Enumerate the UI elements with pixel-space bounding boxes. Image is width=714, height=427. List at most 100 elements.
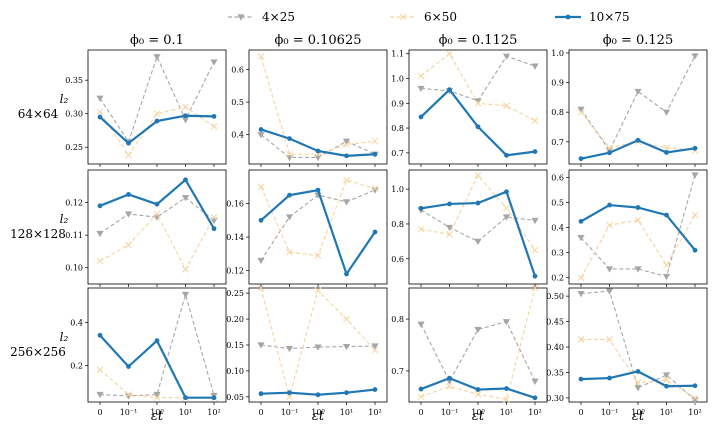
y-tick-label: 1.0 bbox=[391, 185, 404, 194]
series-1-point-2 bbox=[474, 390, 482, 398]
series-2-point-4 bbox=[532, 395, 538, 401]
panel-frame bbox=[568, 169, 708, 285]
y-tick-label: 0.10 bbox=[65, 264, 83, 273]
row-grid-label-1: 128×128 bbox=[10, 227, 66, 241]
y-tick-label: 0.2 bbox=[551, 274, 564, 283]
y-tick-label: 0.8 bbox=[551, 108, 564, 117]
series-1-point-4 bbox=[531, 284, 539, 292]
series-1-point-4 bbox=[691, 394, 699, 402]
y-tick-label: 0.35 bbox=[546, 368, 564, 377]
column-title-0: ϕ₀ = 0.1 bbox=[130, 33, 184, 48]
y-tick-label: 0.35 bbox=[65, 76, 83, 85]
y-tick-label: 0.4 bbox=[551, 224, 564, 233]
series-2-point-4 bbox=[692, 247, 698, 253]
series-2-point-4 bbox=[532, 149, 538, 155]
series-0-point-3 bbox=[502, 214, 511, 221]
panel-r2-c2: 0.7 0.8 0 10⁻¹ 10⁰ 10¹ 10² bbox=[391, 284, 548, 417]
series-1-point-3 bbox=[343, 141, 350, 148]
series-0-point-0 bbox=[257, 132, 265, 139]
series-0-point-4 bbox=[531, 63, 539, 70]
series-1-point-3 bbox=[663, 144, 670, 152]
series-2-point-2 bbox=[154, 338, 160, 344]
series-0-point-3 bbox=[181, 291, 190, 299]
series-0-point-2 bbox=[314, 344, 322, 351]
x-tick-label: 10⁰ bbox=[150, 408, 163, 417]
series-1-point-2 bbox=[153, 210, 161, 218]
series-0-point-0 bbox=[577, 106, 585, 113]
legend-label-2: 10×75 bbox=[589, 10, 630, 24]
series-2-point-1 bbox=[447, 375, 452, 381]
series-1-point-1 bbox=[446, 383, 453, 390]
x-tick-label: 10¹ bbox=[500, 408, 513, 417]
series-0-point-4 bbox=[691, 172, 699, 179]
series-0-point-2 bbox=[474, 238, 482, 245]
series-0-point-3 bbox=[342, 343, 351, 351]
series-1-point-3 bbox=[663, 376, 670, 384]
y-tick-label: 0.5 bbox=[231, 98, 244, 107]
series-1-point-1 bbox=[125, 151, 132, 159]
panel-r1-c0: 0.10 0.11 0.12 bbox=[65, 169, 227, 287]
series-1-point-1 bbox=[606, 144, 613, 152]
series-2-point-0 bbox=[258, 217, 264, 223]
series-2-point-4 bbox=[211, 113, 217, 119]
panel-r0-c1: 0.4 0.5 0.6 bbox=[231, 49, 388, 167]
y-tick-label: 0.7 bbox=[391, 367, 404, 376]
y-tick-label: 0.16 bbox=[226, 200, 244, 209]
column-title-3: ϕ₀ = 0.125 bbox=[603, 33, 673, 48]
panel-r0-c3: 0.7 0.8 0.9 1.0 bbox=[551, 49, 708, 167]
y-tick-label: 0.05 bbox=[226, 393, 244, 402]
series-1-point-0 bbox=[96, 108, 104, 116]
series-2-point-2 bbox=[475, 124, 481, 130]
series-line-0 bbox=[580, 174, 696, 278]
series-2-point-1 bbox=[126, 192, 131, 197]
series-2-point-3 bbox=[344, 390, 349, 396]
x-axis-label-2: εt bbox=[472, 409, 485, 424]
series-0-point-4 bbox=[691, 397, 699, 404]
y-tick-label: 0.8 bbox=[391, 220, 404, 229]
series-line-0 bbox=[99, 55, 215, 144]
series-2-point-2 bbox=[315, 148, 321, 154]
row-metric-label-1: l₂ bbox=[60, 212, 69, 226]
x-tick-label: 10⁻¹ bbox=[120, 408, 138, 417]
y-tick-label: 0.10 bbox=[226, 367, 244, 376]
series-1-point-0 bbox=[417, 225, 425, 233]
series-2-point-1 bbox=[607, 375, 612, 381]
series-0-point-0 bbox=[577, 290, 585, 298]
y-tick-label: 0.15 bbox=[226, 341, 244, 350]
series-1-point-0 bbox=[577, 274, 585, 282]
x-tick-label: 10² bbox=[528, 408, 541, 417]
series-2-point-2 bbox=[154, 118, 160, 124]
series-2-point-2 bbox=[635, 205, 641, 210]
column-titles: ϕ₀ = 0.1 ϕ₀ = 0.10625 ϕ₀ = 0.1125 ϕ₀ = 0.12… bbox=[130, 33, 673, 48]
series-0-point-3 bbox=[342, 138, 351, 145]
series-1-point-1 bbox=[446, 231, 453, 238]
row-grid-label-0: 64×64 bbox=[18, 107, 59, 121]
series-2-point-2 bbox=[635, 137, 641, 143]
panel-r1-c2: 0.6 0.8 1.0 bbox=[391, 169, 548, 287]
series-2-point-0 bbox=[418, 386, 424, 392]
x-axis-labels: εt εt εt εt bbox=[151, 409, 645, 424]
series-0-point-2 bbox=[634, 266, 642, 273]
row-metric-label-0: l₂ bbox=[60, 92, 69, 106]
series-2-point-0 bbox=[97, 203, 103, 209]
series-0-point-1 bbox=[124, 211, 133, 218]
series-2-point-1 bbox=[447, 201, 452, 207]
panel-r2-c3: 0.30 0.35 0.40 0.45 0.50 0 10⁻¹ 10⁰ 10¹ 10² bbox=[546, 287, 708, 417]
panel-r1-c1: 0.12 0.14 0.16 bbox=[226, 169, 388, 287]
y-tick-label: 1.0 bbox=[391, 75, 404, 84]
panel-r1-c3: 0.2 0.3 0.4 0.5 0.6 bbox=[551, 169, 708, 287]
x-tick-label: 10⁰ bbox=[631, 408, 644, 417]
x-tick-label: 0 bbox=[418, 408, 423, 417]
x-axis-label-0: εt bbox=[151, 409, 164, 424]
y-tick-label: 0.7 bbox=[551, 138, 564, 147]
series-0-point-2 bbox=[474, 98, 482, 105]
series-1-point-2 bbox=[153, 110, 161, 118]
y-tick-label: 0.9 bbox=[551, 79, 564, 88]
panel-frame bbox=[408, 287, 548, 403]
column-title-1: ϕ₀ = 0.10625 bbox=[275, 33, 362, 48]
series-0-point-3 bbox=[662, 273, 671, 281]
panel-frame bbox=[408, 49, 548, 165]
y-tick-label: 0.25 bbox=[226, 289, 244, 298]
series-0-point-4 bbox=[371, 343, 379, 350]
